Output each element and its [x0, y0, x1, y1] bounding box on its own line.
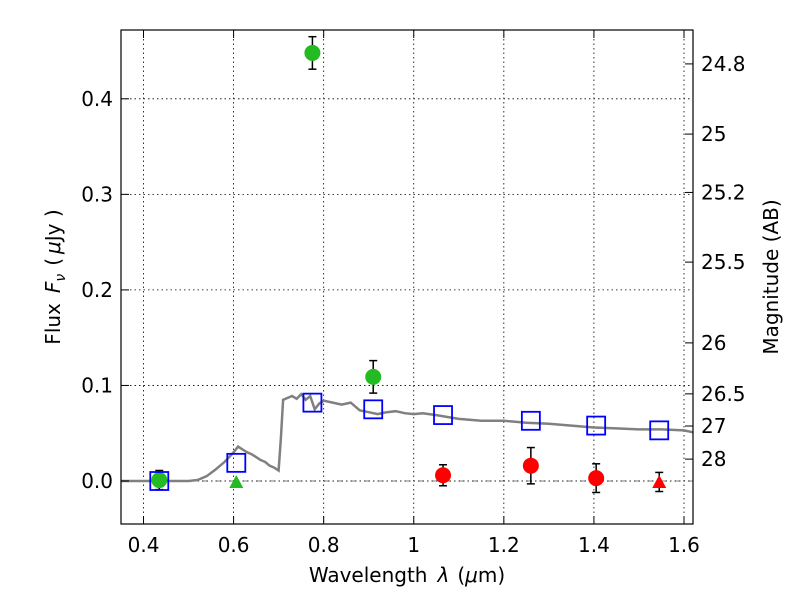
x-tick-label: 1.6	[668, 533, 700, 557]
y-tick-label: 0.2	[81, 278, 113, 302]
mag-tick-label: 27	[701, 414, 726, 438]
model-flux-square	[433, 405, 453, 425]
flux-point	[151, 472, 168, 489]
y-ticks: 0.0 0.1 0.2 0.3 0.4	[81, 87, 129, 493]
flux-point	[435, 467, 452, 484]
grid-layer	[121, 30, 693, 524]
y-tick-label: 0.3	[81, 182, 113, 206]
y-tick-label: 0.4	[81, 87, 113, 111]
mag-ticks: 24.8 25 25.2 25.5 26 26.5 27 28	[685, 52, 746, 471]
model-sed-line	[121, 392, 694, 483]
model-line-layer	[121, 392, 694, 483]
marker-layer	[149, 44, 670, 491]
y2-axis-title: Magnitude (AB)	[759, 199, 783, 354]
mag-tick-label: 25	[701, 122, 726, 146]
model-flux-square	[649, 420, 670, 441]
mag-tick-label: 26.5	[701, 382, 746, 406]
model-flux-square	[363, 399, 384, 420]
model-flux-square	[586, 415, 607, 436]
y-tick-label: 0.0	[81, 469, 113, 493]
x-tick-label: 1.2	[488, 533, 520, 557]
plot-frame	[120, 29, 694, 525]
flux-point	[365, 368, 382, 385]
mag-tick-label: 28	[701, 447, 726, 471]
y-tick-label: 0.1	[81, 373, 113, 397]
model-flux-square	[302, 392, 323, 413]
upper-limit-point	[652, 474, 667, 488]
x-tick-label: 0.4	[128, 533, 160, 557]
mag-tick-label: 25.2	[701, 180, 746, 204]
upper-limit-point	[229, 474, 244, 488]
x-ticks: 0.4 0.6 0.8 1 1.2 1.4 1.6	[128, 30, 700, 557]
mag-tick-label: 24.8	[701, 52, 746, 76]
y-axis-title: FluxFν(μJy )	[41, 209, 69, 344]
x-tick-label: 0.8	[308, 533, 340, 557]
x-tick-label: 0.6	[218, 533, 250, 557]
x-tick-label: 1	[407, 533, 420, 557]
flux-point	[522, 457, 539, 474]
x-axis-title: Wavelength λ (μm)	[309, 563, 505, 587]
flux-point	[588, 470, 605, 487]
mag-tick-label: 26	[701, 331, 726, 355]
model-flux-square	[149, 471, 170, 491]
mag-tick-label: 25.5	[701, 250, 746, 274]
model-flux-square	[226, 452, 247, 473]
x-tick-label: 1.4	[578, 533, 610, 557]
model-flux-square	[520, 410, 541, 431]
flux-point	[304, 44, 321, 61]
